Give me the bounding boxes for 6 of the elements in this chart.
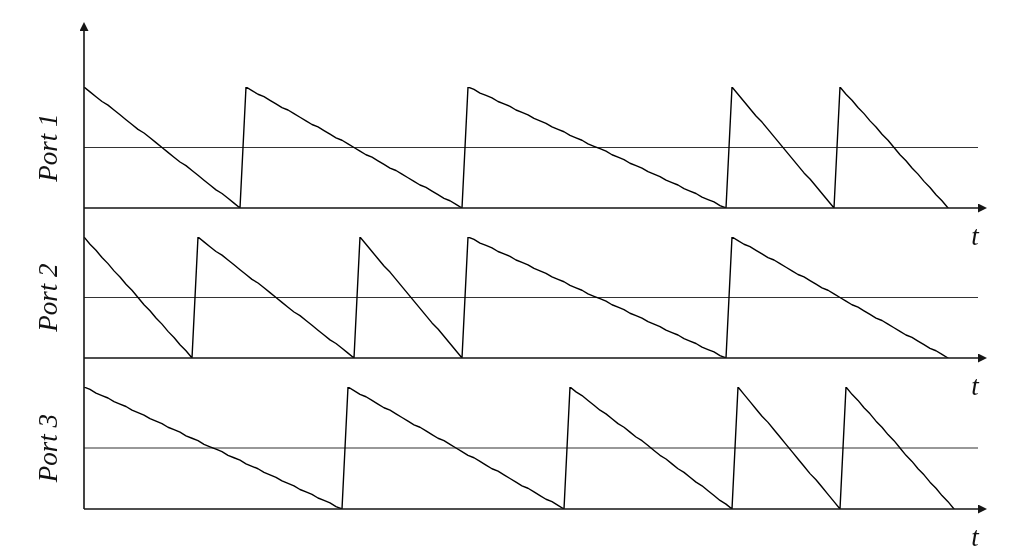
y-axis-title: Port 3 <box>33 413 63 484</box>
x-axis-title: t <box>971 522 981 552</box>
x-axis-title: t <box>971 221 981 251</box>
y-axis-title: Port 2 <box>33 263 63 333</box>
x-axis-title: t <box>971 371 981 401</box>
y-axis-title: Port 1 <box>33 113 63 183</box>
